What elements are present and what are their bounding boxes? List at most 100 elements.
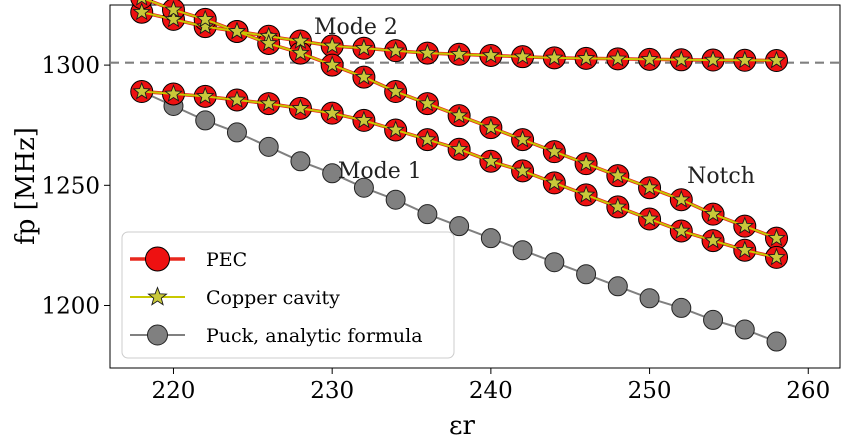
- data-point-star: [545, 173, 564, 191]
- annotations-group: Mode 2 Mode 1 Notch: [314, 15, 755, 189]
- data-point-star: [386, 120, 405, 138]
- data-point-star: [513, 46, 532, 65]
- data-point-star: [291, 98, 310, 117]
- data-point-star: [418, 93, 437, 112]
- series-puck-6: [131, 81, 787, 352]
- data-point-star: [608, 197, 628, 215]
- series-group: [130, 0, 789, 352]
- y-tick-label: 1200: [41, 293, 100, 319]
- data-point-star: [481, 151, 501, 170]
- data-point-star: [449, 139, 469, 158]
- legend: PEC Copper cavity Puck, analytic formula: [121, 231, 455, 359]
- series-copper-5: [132, 81, 786, 266]
- data-point-star: [481, 117, 501, 136]
- axes-group: 220 230 240 250 260 1200 1250 1300: [41, 53, 830, 404]
- data-point-star: [132, 81, 151, 100]
- data-point-star: [671, 50, 691, 68]
- data-point: [449, 216, 470, 237]
- data-point-star: [671, 221, 691, 239]
- data-point-star: [640, 177, 659, 196]
- data-point-star: [291, 43, 310, 62]
- series-copper-4: [135, 0, 786, 247]
- data-point-star: [608, 49, 628, 67]
- data-point: [639, 288, 660, 309]
- x-tick-label: 230: [310, 378, 354, 404]
- legend-label: Puck, analytic formula: [206, 325, 423, 347]
- data-point-star: [259, 33, 279, 52]
- data-point: [766, 331, 787, 352]
- data-point: [322, 163, 343, 184]
- data-point-star: [354, 67, 374, 86]
- x-tick-label: 220: [152, 378, 196, 404]
- data-point: [703, 309, 724, 330]
- legend-marker: [145, 246, 170, 272]
- legend-marker-star: [147, 286, 168, 306]
- data-point-star: [576, 153, 596, 172]
- data-point-star: [135, 0, 148, 6]
- legend-box: [121, 231, 455, 359]
- data-point-star: [513, 129, 532, 148]
- data-point-star: [227, 90, 247, 108]
- data-point-star: [735, 50, 755, 69]
- data-point-star: [545, 48, 564, 66]
- data-point: [195, 110, 216, 131]
- x-tick-label: 260: [786, 378, 830, 404]
- data-point-star: [418, 43, 437, 62]
- data-point-star: [164, 0, 183, 18]
- data-point-star: [703, 204, 723, 223]
- data-point: [544, 252, 565, 273]
- data-point-star: [576, 48, 596, 67]
- legend-label: PEC: [206, 249, 247, 271]
- data-point-star: [703, 50, 723, 68]
- data-point-star: [481, 45, 501, 64]
- data-point-star: [386, 81, 405, 100]
- x-tick-label: 240: [469, 378, 513, 404]
- data-point: [671, 297, 692, 318]
- data-point-star: [449, 44, 469, 63]
- data-point-star: [322, 103, 342, 122]
- data-point-star: [640, 49, 659, 68]
- legend-marker: [147, 324, 168, 346]
- data-point-star: [767, 228, 786, 247]
- annotation-label: Mode 1: [338, 159, 422, 184]
- data-point-star: [608, 165, 628, 184]
- data-point: [512, 240, 533, 261]
- data-point-star: [576, 185, 596, 203]
- data-point-star: [195, 86, 215, 105]
- series-copper-3: [132, 2, 786, 69]
- annotation-label: Notch: [687, 164, 755, 189]
- legend-label: Copper cavity: [206, 287, 340, 309]
- data-point: [734, 319, 755, 340]
- data-point-star: [195, 16, 215, 35]
- data-point-star: [735, 240, 755, 259]
- data-point-star: [640, 209, 659, 227]
- y-axis-label: fp [MHz]: [11, 127, 41, 245]
- data-point-star: [671, 189, 691, 208]
- data-point: [576, 264, 597, 285]
- data-point-star: [449, 105, 469, 124]
- data-point-star: [545, 141, 564, 160]
- x-tick-label: 250: [628, 378, 672, 404]
- x-axis-label: εr: [449, 411, 475, 441]
- data-point-star: [386, 40, 405, 59]
- data-point-star: [132, 2, 152, 21]
- data-point: [607, 276, 628, 297]
- data-point-star: [513, 161, 532, 179]
- data-point: [480, 228, 501, 249]
- data-point-star: [227, 21, 247, 40]
- data-point-star: [164, 9, 183, 28]
- data-point: [417, 204, 438, 225]
- data-point-star: [354, 38, 374, 57]
- data-point: [226, 122, 247, 143]
- y-tick-label: 1250: [41, 173, 100, 199]
- data-point: [353, 177, 374, 198]
- data-point-star: [703, 230, 723, 249]
- data-point-star: [418, 129, 437, 148]
- y-tick-label: 1300: [41, 53, 100, 79]
- data-point-star: [735, 216, 755, 235]
- data-point: [385, 189, 406, 210]
- data-point-star: [195, 9, 215, 28]
- data-point-star: [259, 93, 279, 112]
- data-point: [290, 151, 311, 172]
